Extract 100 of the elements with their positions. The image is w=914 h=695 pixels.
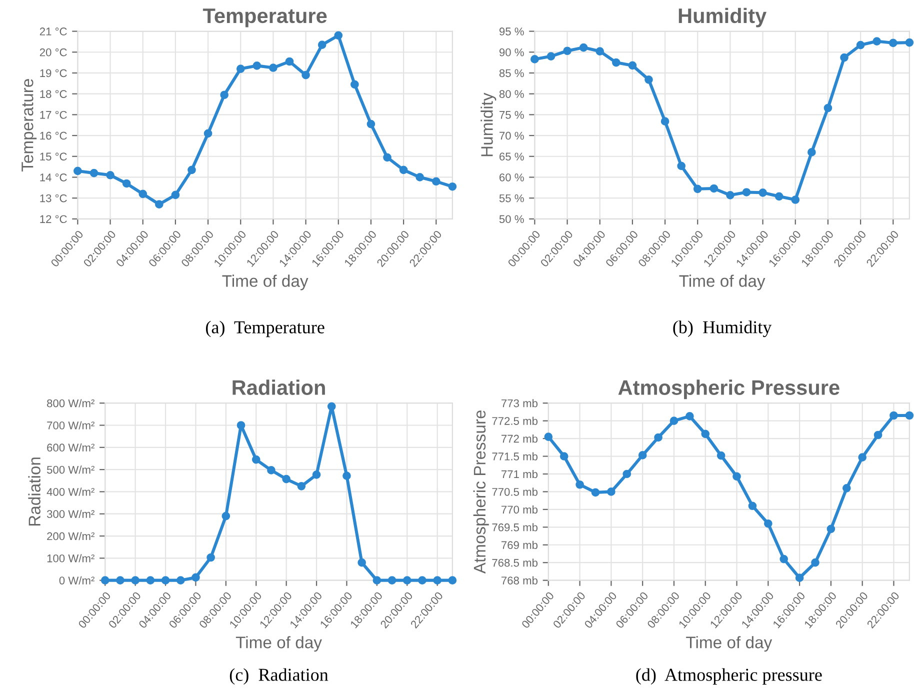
point [448,182,457,191]
point [372,576,382,584]
point [546,52,556,60]
point [811,558,820,567]
point [350,80,359,89]
text: (b) Humidity [673,320,772,338]
point [327,402,336,411]
y-tick-label: 95 % [499,28,524,36]
chart-title: Humidity [678,8,767,28]
y-tick-label: 500 W/m² [46,466,94,474]
y-tick-label: 90 % [499,48,524,56]
y-tick-label: 300 W/m² [46,510,94,518]
y-tick-label: 770 mb [501,505,538,514]
point [795,574,804,582]
point [607,488,616,496]
point [888,38,898,48]
text: (d) Atmospheric pressure [636,668,822,685]
y-tick-label: 772 mb [501,434,538,443]
y-tick-label: 80 % [499,90,524,98]
point [826,524,836,534]
point [154,200,164,208]
point [576,480,584,489]
y-tick-label: 70 % [500,132,524,140]
y-axis-title: Temperature [22,79,37,172]
point [654,433,662,442]
y-tick-label: 771 mb [501,470,538,478]
point [872,37,882,46]
y-tick-label: 65 % [500,152,524,161]
point [612,58,620,67]
point [220,90,228,100]
point [874,430,882,440]
point [638,451,647,460]
point [285,57,294,66]
y-axis-title: Humidity [480,92,496,156]
point [302,70,310,80]
y-tick-label: 21 °C [40,28,67,36]
point [432,177,440,186]
point [204,129,212,138]
y-tick-label: 0 W/m² [59,576,94,584]
point [318,40,326,49]
x-axis-title: Time of day [236,636,322,652]
point [252,62,262,70]
point [161,576,170,584]
point [358,558,366,567]
y-tick-label: 55 % [499,194,524,202]
point [74,166,82,176]
point [563,46,572,56]
point [726,190,734,200]
point [106,170,114,180]
y-tick-label: 600 W/m² [47,443,94,452]
point [416,173,424,182]
point [824,104,832,112]
y-tick-label: 18 °C [40,90,67,98]
point [433,576,442,584]
point [840,53,848,62]
point [890,411,898,420]
y-tick-label: 13 °C [40,194,67,202]
point [131,576,140,584]
point [222,512,230,520]
point [388,576,396,584]
point [628,61,637,70]
y-tick-label: 770.5 mb [492,488,538,496]
point [122,179,131,188]
point [267,466,276,474]
y-tick-label: 773 mb [501,399,538,408]
y-tick-label: 768 mb [501,576,538,584]
point [808,148,816,156]
point [100,576,110,584]
text: (a) Temperature [206,320,324,338]
chart-title: Temperature [202,8,327,28]
point [116,576,124,584]
point [342,472,351,480]
point [171,190,180,200]
point [748,502,757,510]
y-tick-label: 60 % [500,173,524,182]
point [686,412,694,420]
chart-title: Atmospheric Pressure [618,380,840,400]
point [579,43,588,52]
point [236,421,246,430]
point [138,190,148,198]
point [90,168,98,178]
y-tick-label: 200 W/m² [47,532,94,540]
point [192,573,200,582]
point [701,430,710,438]
point [312,470,321,479]
y-tick-label: 100 W/m² [47,554,94,562]
y-tick-label: 17 °C [40,110,67,119]
point [732,472,741,481]
point [670,416,678,425]
chart-title: Radiation [232,380,325,395]
point [905,38,914,47]
y-axis-title: Radiation [28,458,40,526]
y-tick-label: 14 °C [40,173,67,182]
point [742,188,751,196]
x-axis-title: Time of day [679,274,766,290]
point [622,470,632,478]
point [758,188,767,197]
point [206,553,215,562]
y-tick-label: 12 °C [40,215,67,224]
point [677,162,686,170]
